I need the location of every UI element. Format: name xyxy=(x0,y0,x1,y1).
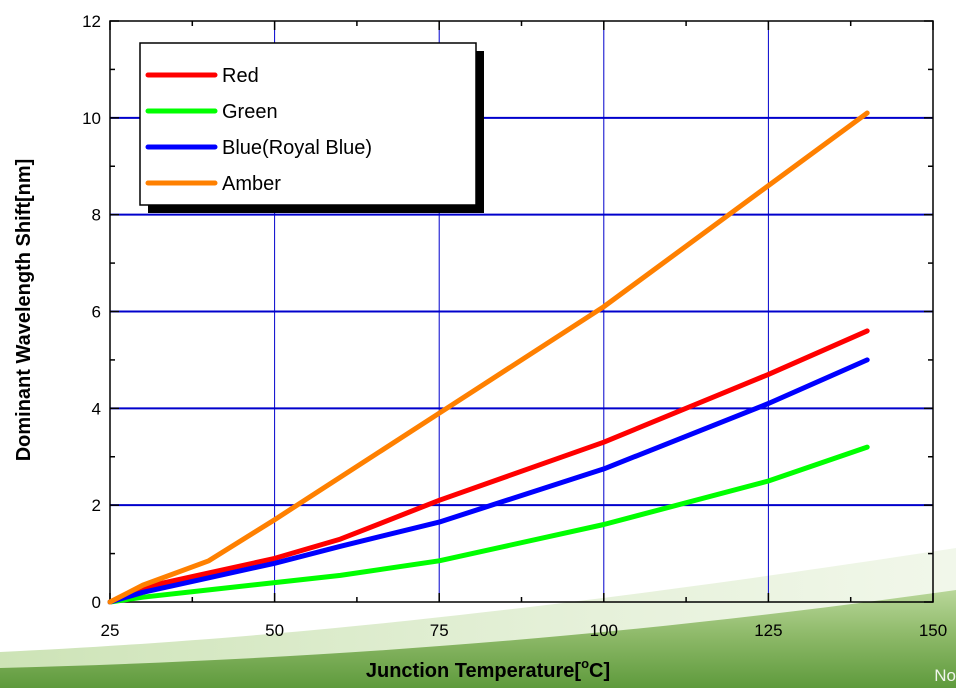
x-tick-label: 50 xyxy=(265,621,284,640)
legend-label: Blue(Royal Blue) xyxy=(222,137,372,159)
series-lines xyxy=(107,110,870,605)
y-tick-label: 10 xyxy=(82,109,101,128)
x-tick-label: 75 xyxy=(430,621,449,640)
y-axis-title: Dominant Wavelength Shift[nm] xyxy=(13,159,35,462)
legend: Red Green Blue(Royal Blue) Amber xyxy=(139,42,484,213)
series-line-green xyxy=(107,444,870,605)
legend-label: Red xyxy=(222,65,259,87)
y-tick-label: 4 xyxy=(92,399,101,418)
y-tick-labels: 0 2 4 6 8 10 12 xyxy=(82,12,101,612)
y-tick-label: 6 xyxy=(92,303,101,322)
y-tick-label: 2 xyxy=(92,496,101,515)
x-tick-label: 100 xyxy=(590,621,618,640)
legend-box xyxy=(139,42,477,206)
series-line-amber xyxy=(107,110,870,605)
series-line-blue-royal-blue xyxy=(107,357,870,605)
x-tick-label: 150 xyxy=(919,621,947,640)
legend-label: Amber xyxy=(222,173,281,195)
x-tick-label: 125 xyxy=(754,621,782,640)
degree-superscript: o xyxy=(581,656,589,671)
background-wave xyxy=(0,590,956,688)
y-tick-label: 8 xyxy=(92,206,101,225)
x-axis-title: Junction Temperature[oC] xyxy=(366,656,610,682)
corner-text: No xyxy=(934,666,956,685)
y-tick-label: 0 xyxy=(92,593,101,612)
x-tick-label: 25 xyxy=(101,621,120,640)
series-line-red xyxy=(107,328,870,605)
x-tick-labels: 25 50 75 100 125 150 xyxy=(101,621,948,640)
y-tick-label: 12 xyxy=(82,12,101,31)
legend-label: Green xyxy=(222,101,278,123)
